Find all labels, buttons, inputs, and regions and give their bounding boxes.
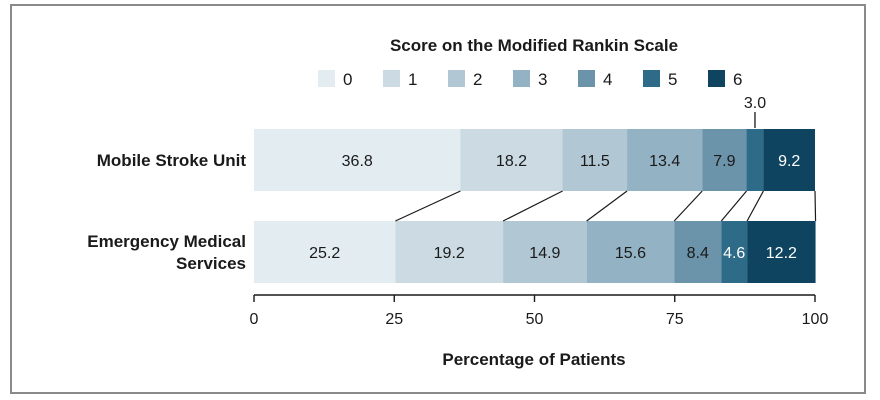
legend-swatch-5 — [643, 70, 660, 87]
legend-swatch-4 — [578, 70, 595, 87]
legend: 0 1 2 3 4 5 6 — [318, 70, 742, 89]
data-label: 9.2 — [778, 153, 800, 170]
connector-line — [586, 190, 628, 222]
legend-label-5: 5 — [668, 70, 677, 89]
x-tick-label: 50 — [526, 311, 544, 328]
x-tick-label: 0 — [250, 311, 259, 328]
bar-segment — [586, 221, 675, 283]
chart-title: Score on the Modified Rankin Scale — [390, 36, 678, 55]
bar-segment — [746, 129, 764, 191]
bars: 36.8 18.2 11.5 13.4 7.9 3.0 9.2 25.2 19.2 14.9 15.… — [254, 95, 816, 283]
legend-swatch-0 — [318, 70, 335, 87]
data-label: 14.9 — [529, 245, 560, 262]
category-label: Mobile Stroke Unit — [97, 151, 247, 170]
connector-lines — [395, 190, 817, 222]
legend-label-4: 4 — [603, 70, 612, 89]
category-label: Emergency Medical — [87, 232, 246, 251]
bar-segment — [627, 129, 703, 191]
data-label: 25.2 — [309, 245, 340, 262]
connector-line — [746, 190, 764, 222]
data-label: 3.0 — [744, 95, 766, 112]
legend-label-0: 0 — [343, 70, 352, 89]
data-label: 11.5 — [580, 153, 610, 170]
x-tick-label: 100 — [802, 311, 829, 328]
bar-segment — [674, 221, 722, 283]
category-labels: Mobile Stroke Unit Emergency Medical Servi… — [87, 151, 246, 273]
legend-label-2: 2 — [473, 70, 482, 89]
connector-line — [395, 190, 461, 222]
x-axis-title: Percentage of Patients — [442, 350, 625, 369]
bar-segment — [763, 129, 815, 191]
data-label: 18.2 — [496, 153, 527, 170]
legend-swatch-2 — [448, 70, 465, 87]
data-label: 7.9 — [713, 153, 735, 170]
legend-label-1: 1 — [408, 70, 417, 89]
data-label: 4.6 — [723, 245, 745, 262]
connector-line — [673, 190, 703, 222]
category-label: Services — [176, 254, 246, 273]
data-label: 36.8 — [342, 153, 373, 170]
x-axis: 0 25 50 75 100 — [250, 294, 829, 328]
legend-swatch-3 — [513, 70, 530, 87]
data-label: 19.2 — [434, 245, 465, 262]
bar-segment — [395, 221, 504, 283]
x-tick-label: 75 — [666, 311, 684, 328]
connector-line — [720, 190, 748, 222]
x-tick-label: 25 — [385, 311, 403, 328]
bar-segment — [254, 129, 461, 191]
legend-label-6: 6 — [733, 70, 742, 89]
chart-frame — [10, 4, 866, 394]
legend-label-3: 3 — [538, 70, 547, 89]
legend-swatch-6 — [708, 70, 725, 87]
bar-segment — [747, 221, 816, 283]
bar-segment — [562, 129, 628, 191]
bar-segment — [503, 221, 587, 283]
legend-swatch-1 — [383, 70, 400, 87]
bar-segment — [460, 129, 563, 191]
connector-line — [502, 190, 563, 222]
bar-segment — [721, 221, 748, 283]
connector-line — [814, 190, 817, 222]
data-label: 8.4 — [687, 245, 709, 262]
data-label: 12.2 — [766, 245, 797, 262]
bar-segment — [254, 221, 396, 283]
data-label: 13.4 — [649, 153, 680, 170]
bar-segment — [702, 129, 747, 191]
data-label: 15.6 — [615, 245, 646, 262]
